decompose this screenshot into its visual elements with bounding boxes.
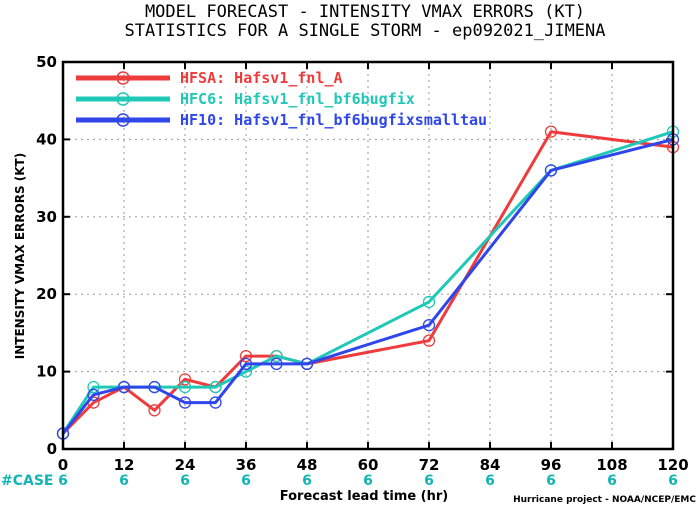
series-3 xyxy=(56,133,680,440)
legend-entry: HF10: Hafsv1_fnl_bf6bugfixsmalltau xyxy=(76,111,487,129)
case-count: 6 xyxy=(119,473,129,489)
data-point xyxy=(544,125,558,138)
case-count: 6 xyxy=(180,473,190,489)
data-point xyxy=(148,380,161,394)
case-count: 6 xyxy=(546,473,556,489)
data-point xyxy=(178,396,192,409)
data-point xyxy=(422,319,436,332)
chart-subtitle: STATISTICS FOR A SINGLE STORM - ep092021… xyxy=(124,21,605,41)
data-point xyxy=(148,404,161,417)
data-point xyxy=(178,373,192,386)
data-point xyxy=(239,357,253,371)
case-count: 6 xyxy=(363,473,373,489)
legend-swatch-marker xyxy=(116,113,130,127)
data-point xyxy=(270,357,283,371)
legend-label: HFC6: Hafsv1_fnl_bf6bugfix xyxy=(180,90,415,108)
data-point xyxy=(209,380,222,394)
case-count: 6 xyxy=(485,473,495,489)
case-label: #CASE xyxy=(1,473,54,489)
case-count: 6 xyxy=(302,473,312,489)
plot-grid xyxy=(63,62,673,449)
y-tick-label: 50 xyxy=(36,53,57,71)
legend-entry: HFSA: Hafsv1_fnl_A xyxy=(76,69,343,87)
x-tick-label: 84 xyxy=(480,456,501,474)
x-tick-label: 108 xyxy=(596,456,627,474)
data-point xyxy=(87,380,100,394)
legend: HFSA: Hafsv1_fnl_A HFC6: Hafsv1_fnl_bf6bu… xyxy=(76,69,487,129)
data-point xyxy=(178,380,192,394)
case-count: 6 xyxy=(241,473,251,489)
data-point xyxy=(117,380,131,394)
x-tick-label: 96 xyxy=(541,456,562,474)
x-tick-label: 0 xyxy=(58,456,68,474)
legend-swatch-marker xyxy=(116,71,130,85)
credit-text: Hurricane project - NOAA/NCEP/EMC xyxy=(513,495,696,505)
legend-entry: HFC6: Hafsv1_fnl_bf6bugfix xyxy=(76,90,415,108)
legend-swatch-marker xyxy=(116,92,130,106)
y-tick-label: 10 xyxy=(36,363,57,381)
x-tick-label: 72 xyxy=(419,456,440,474)
x-tick-label: 120 xyxy=(657,456,688,474)
data-point xyxy=(300,357,314,371)
x-tick-label: 12 xyxy=(114,456,135,474)
series-lines xyxy=(56,125,680,440)
legend-label: HF10: Hafsv1_fnl_bf6bugfixsmalltau xyxy=(180,111,487,129)
y-tick-label: 0 xyxy=(47,440,57,458)
plot-frame xyxy=(61,60,675,451)
case-count: 6 xyxy=(607,473,617,489)
data-point xyxy=(544,164,558,177)
x-tick-label: 24 xyxy=(175,456,196,474)
data-point xyxy=(87,388,100,401)
data-point xyxy=(422,334,436,347)
case-count: 6 xyxy=(58,473,68,489)
data-point xyxy=(270,349,283,363)
y-tick-label: 20 xyxy=(36,285,57,303)
case-counts-row: #CASE 6 6 6 6 6 6 6 6 6 6 6 xyxy=(1,473,678,489)
x-tick-label: 48 xyxy=(297,456,318,474)
x-axis-label: Forecast lead time (hr) xyxy=(280,489,448,504)
data-point xyxy=(239,349,253,363)
x-tick-label: 60 xyxy=(358,456,379,474)
chart-title: MODEL FORECAST - INTENSITY VMAX ERRORS (… xyxy=(145,2,585,22)
case-count: 6 xyxy=(668,473,678,489)
legend-label: HFSA: Hafsv1_fnl_A xyxy=(180,69,343,87)
y-tick-label: 40 xyxy=(36,130,57,148)
data-point xyxy=(209,396,222,409)
x-tick-label: 36 xyxy=(236,456,257,474)
data-point xyxy=(422,295,436,309)
y-axis-label: INTENSITY VMAX ERRORS (KT) xyxy=(13,153,27,359)
y-tick-label: 30 xyxy=(36,208,57,226)
case-count: 6 xyxy=(424,473,434,489)
